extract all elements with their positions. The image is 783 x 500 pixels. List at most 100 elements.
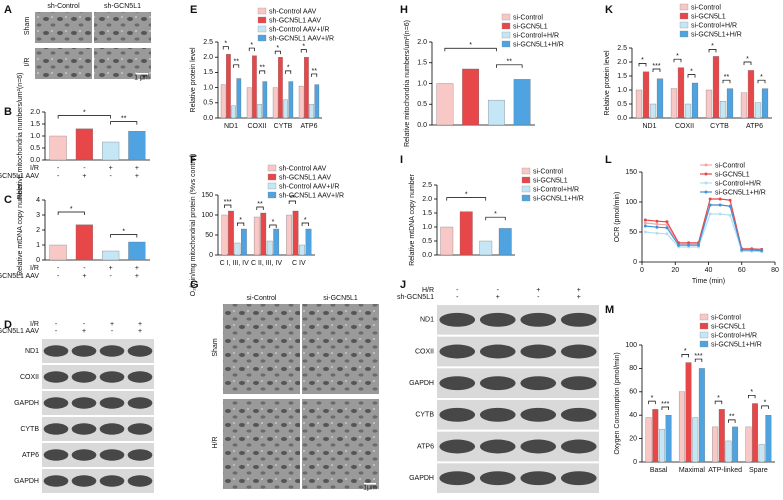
bar <box>236 78 242 119</box>
condition-sign: - <box>57 165 60 172</box>
point <box>665 232 669 236</box>
y-tick-label: 40 <box>629 412 637 419</box>
x-tick-label: CYTB <box>274 123 293 130</box>
significance-bracket <box>444 47 497 52</box>
micrograph <box>302 304 379 394</box>
significance-bracket <box>757 79 766 84</box>
significance-label: * <box>711 43 714 50</box>
legend-swatch <box>267 173 277 181</box>
legend-swatch <box>267 191 277 199</box>
significance-label: *** <box>661 401 669 408</box>
legend-marker <box>704 172 708 176</box>
legend-swatch <box>501 22 511 30</box>
scale-bar <box>364 483 376 485</box>
bar <box>498 228 512 256</box>
x-tick-label: COXII <box>247 123 266 130</box>
blot-band <box>71 397 97 409</box>
y-tick-label: 80 <box>629 365 637 372</box>
bar <box>221 214 228 256</box>
row-label: Sham <box>212 338 219 356</box>
significance-label: * <box>746 56 749 63</box>
point <box>655 231 659 235</box>
significance-label: * <box>224 40 227 47</box>
bar <box>712 426 719 463</box>
point <box>708 212 712 216</box>
bar <box>705 89 713 119</box>
significance-bracket <box>743 61 752 65</box>
y-axis-label: Relative protein level <box>190 47 197 112</box>
bar <box>678 391 685 463</box>
condition-name: I/R <box>30 165 39 172</box>
legend-swatch <box>521 185 531 193</box>
significance-label: * <box>494 211 497 218</box>
legend-label: si-Control+H/R <box>533 186 579 193</box>
y-axis-label: Oxygen Consumption (pmol/min) <box>614 352 621 454</box>
significance-bracket <box>446 197 487 201</box>
condition-sign: + <box>138 328 142 335</box>
significance-label: * <box>302 43 305 50</box>
y-axis-label: Relative mitochondria numbers/um²(n=6) <box>17 72 24 199</box>
bar <box>758 444 765 463</box>
legend-label: si-Control <box>715 162 745 169</box>
legend-label: si-GCN5L1 <box>691 13 726 20</box>
legend-swatch <box>257 34 267 42</box>
significance-bracket <box>728 419 736 423</box>
legend-swatch <box>257 7 267 15</box>
significance-bracket <box>248 47 255 52</box>
micrograph <box>223 399 300 489</box>
blot-band <box>43 397 69 409</box>
blot-band <box>560 344 597 359</box>
significance-bracket <box>269 224 277 228</box>
panel-label: I <box>400 154 403 166</box>
bar <box>725 440 732 463</box>
y-tick-label: 2.5 <box>617 45 627 52</box>
x-tick-label: 0 <box>640 267 644 274</box>
y-axis-label: OCR (pmol/min) <box>614 192 621 243</box>
bar <box>305 228 312 256</box>
blot-band <box>520 471 557 486</box>
blot-label: ND1 <box>420 317 434 324</box>
bar <box>740 92 748 119</box>
x-tick-label: C II, III, IV <box>251 260 282 267</box>
condition-sign: + <box>82 173 86 180</box>
point <box>708 197 712 201</box>
condition-sign: + <box>135 165 139 172</box>
blot-band <box>520 312 557 327</box>
significance-bracket <box>237 222 245 226</box>
significance-bracket <box>722 79 731 84</box>
significance-bracket <box>285 70 292 74</box>
blot-band <box>43 423 69 435</box>
significance-bracket <box>652 68 661 72</box>
significance-bracket <box>694 358 703 363</box>
bar <box>684 103 692 119</box>
y-tick-label: 0 <box>209 252 213 259</box>
condition-sign: - <box>456 294 459 301</box>
significance-label: * <box>304 217 307 224</box>
legend-label: sh-GCN5L1 AAV <box>269 17 321 24</box>
panel-label: K <box>605 4 613 16</box>
line <box>645 204 762 252</box>
y-tick-label: 20 <box>629 435 637 442</box>
bar <box>479 240 493 256</box>
blot-band <box>99 423 125 435</box>
significance-label: * <box>717 395 720 402</box>
significance-bracket <box>496 64 523 68</box>
significance-bracket <box>259 70 266 74</box>
bar <box>228 210 234 256</box>
micrograph <box>94 12 151 43</box>
condition-sign: - <box>111 328 114 335</box>
x-tick-label: ATP6 <box>301 123 318 130</box>
bar <box>745 426 752 463</box>
y-tick-label: 0.5 <box>417 101 427 108</box>
significance-label: * <box>676 53 679 60</box>
point <box>728 213 732 217</box>
y-axis-label: Relative mitochondria numbers/um²(n=6) <box>404 20 411 147</box>
significance-label: * <box>750 389 753 396</box>
point <box>655 225 659 229</box>
x-tick-label: ND1 <box>224 123 238 130</box>
legend-swatch <box>501 31 511 39</box>
y-tick-label: 2 <box>36 227 40 234</box>
bar <box>260 212 267 256</box>
condition-sign: + <box>110 321 114 328</box>
bar <box>656 78 664 119</box>
